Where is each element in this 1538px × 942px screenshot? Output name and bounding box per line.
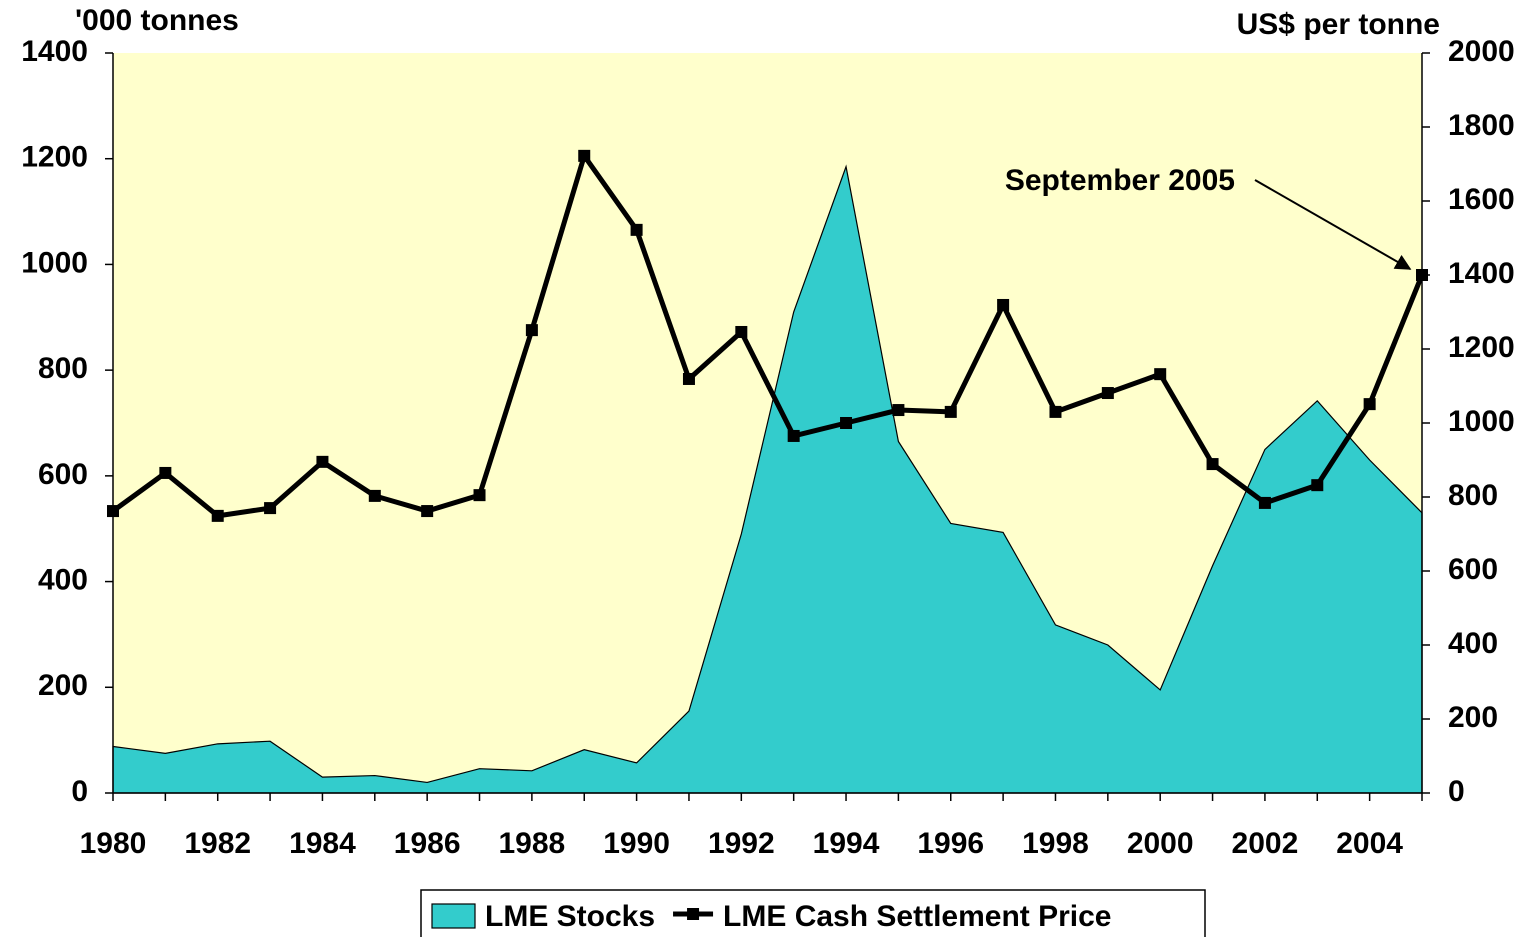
legend-marker [687,908,700,920]
price-marker [525,324,538,337]
price-marker [944,405,957,418]
price-marker [1363,398,1376,411]
price-marker [264,502,277,515]
x-tick-label: 1988 [499,827,566,860]
y2-tick-label: 1800 [1448,109,1515,142]
y-tick-label: 200 [38,669,88,702]
annotation-arrow [1254,179,1412,270]
legend-label: LME Stocks [485,900,655,933]
y-tick-label: 400 [38,563,88,596]
x-tick-label: 1982 [184,827,251,860]
x-tick-label: 1998 [1022,827,1089,860]
price-line [111,153,1425,519]
x-tick-label: 1994 [813,827,880,860]
y2-tick-label: 1600 [1448,183,1515,216]
x-tick-label: 1990 [603,827,670,860]
x-tick-label: 1986 [394,827,461,860]
y2-tick-label: 600 [1448,553,1498,586]
price-marker [368,489,381,502]
y2-tick-label: 1200 [1448,331,1515,364]
x-tick-label: 2002 [1232,827,1299,860]
x-tick-label: 1980 [80,827,147,860]
legend-label: LME Cash Settlement Price [723,900,1111,933]
y-tick-label: 800 [38,352,88,385]
y2-tick-label: 0 [1448,775,1465,808]
y2-axis-title: US$ per tonne [1237,8,1440,41]
price-marker [630,223,643,236]
price-marker [735,325,748,338]
y2-tick-label: 800 [1448,479,1498,512]
y2-tick-label: 200 [1448,701,1498,734]
price-marker [473,489,486,502]
y-tick-label: 0 [71,775,88,808]
x-tick-label: 2000 [1127,827,1194,860]
price-marker [1311,479,1324,492]
y-axis-title: '000 tonnes [75,4,239,37]
price-marker [997,298,1010,311]
y-tick-label: 600 [38,458,88,491]
y-tick-label: 1200 [21,141,88,174]
price-marker [211,509,224,522]
y2-tick-label: 2000 [1448,35,1515,68]
price-marker [159,466,172,479]
price-marker [682,372,695,385]
annotation: September 2005 [1005,164,1235,197]
price-marker [107,505,119,518]
x-tick-label: 1992 [708,827,775,860]
price-marker [840,417,853,429]
price-marker [1154,368,1167,381]
price-marker [787,429,800,442]
y2-tick-label: 1000 [1448,405,1515,438]
y2-tick-label: 1400 [1448,257,1515,290]
y-tick-label: 1400 [21,35,88,68]
price-marker [1416,269,1428,281]
legend-box [420,889,1206,941]
x-tick-label: 1996 [917,827,984,860]
y-tick-label: 1000 [21,246,88,279]
price-marker [1049,405,1062,418]
price-marker [578,149,591,162]
stocks-area [112,164,1423,794]
price-marker [1101,387,1114,400]
price-marker [1206,458,1219,471]
x-tick-label: 1984 [289,827,356,860]
price-marker [316,455,329,468]
y2-tick-label: 400 [1448,627,1498,660]
legend-swatch [431,903,476,929]
price-marker [1258,496,1271,509]
price-marker [421,505,434,518]
price-marker [892,404,905,417]
x-tick-label: 2004 [1336,827,1403,860]
